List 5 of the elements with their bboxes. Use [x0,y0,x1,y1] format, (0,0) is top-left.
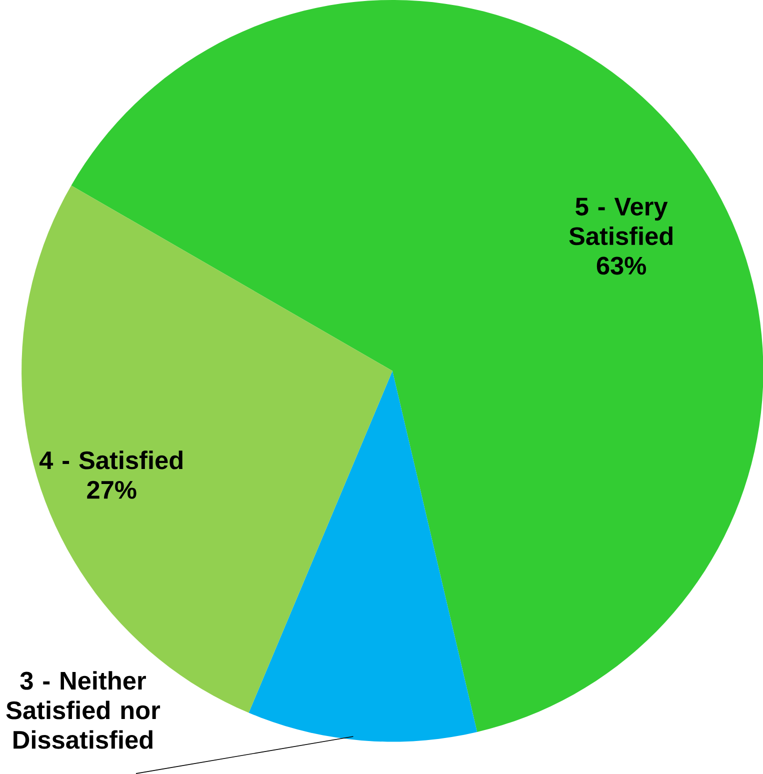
slice-label: 4 - Satisfied [39,450,182,470]
slice-label: 3 - Neither Satisfied nor Dissatisfied [6,671,160,749]
data-label: 63% [596,256,646,275]
slice-label: 5 - Very Satisfied [569,198,672,246]
data-label: 27% [86,480,136,499]
